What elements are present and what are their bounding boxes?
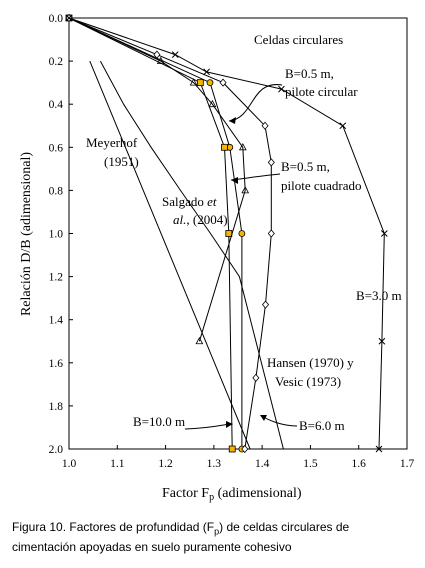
series-4-line (68, 17, 246, 342)
annotation-hansen-line1: Hansen (1970) y (267, 355, 354, 370)
x-tick-label: 1.6 (352, 458, 367, 470)
x-tick-label: 1.4 (255, 458, 270, 470)
annotation-b05-circular-line1: B=0.5 m, (285, 66, 334, 81)
series-6-point (171, 51, 179, 58)
series-4-point (208, 99, 217, 108)
caption-line-2: cimentación apoyadas en suelo puramente … (12, 540, 292, 555)
series-5-point (267, 229, 275, 238)
series-3-point (196, 79, 204, 87)
arrow-heads (226, 117, 267, 428)
series-2-point (238, 230, 246, 237)
series-6-line (68, 17, 385, 450)
y-tick-label: 1.4 (49, 315, 64, 327)
series-6-point (380, 230, 388, 237)
plot-frame (68, 17, 408, 450)
y-tick-label: 0.6 (49, 142, 64, 154)
annotation-meyerhof-line1: Meyerhof (86, 135, 138, 150)
annotation-b10: B=10.0 m (133, 414, 185, 429)
y-tick-label: 1.2 (49, 272, 64, 284)
annotation-celdas-circulares: Celdas circulares (254, 32, 343, 47)
series-5-point (261, 300, 270, 309)
series-4-point (156, 56, 165, 64)
series-3-point (221, 143, 228, 151)
series-4-point (241, 186, 250, 194)
x-tick-label: 1.0 (62, 458, 77, 470)
annotation-meyerhof-line2: (1951) (104, 154, 139, 169)
annotation-b3: B=3.0 m (356, 288, 402, 303)
arrow-b05-circular (228, 84, 283, 122)
y-tick-label: 0.2 (49, 56, 64, 68)
series-1-line (99, 60, 284, 450)
x-tick-label: 1.2 (158, 458, 173, 470)
series-6-point (375, 445, 383, 453)
annotation-b05-circular-line2: pilote circular (285, 84, 358, 99)
series-3-point (228, 445, 236, 453)
series-5-point (267, 158, 275, 167)
series-6-point (339, 122, 347, 130)
y-axis-label: Relación D/B (adimensional) (19, 152, 34, 316)
annotation-hansen-line2: Vesic (1973) (275, 374, 341, 389)
y-tick-label: 2.0 (49, 444, 64, 456)
arrow-b6 (261, 415, 298, 427)
y-tick-label: 0.4 (49, 99, 64, 111)
series-4-point (195, 336, 204, 345)
y-tick-label: 1.8 (49, 401, 64, 413)
x-tick-label: 1.3 (207, 458, 222, 470)
series-5-point (252, 373, 260, 382)
arrow-head-b05-square (231, 177, 238, 184)
series-5-point (241, 444, 249, 454)
series-6-point (203, 68, 210, 76)
series-4-point (238, 142, 247, 151)
y-tick-label: 0.8 (49, 185, 64, 197)
series-2-point (206, 79, 214, 87)
series-3-point (225, 230, 233, 237)
series-5-point (153, 50, 161, 59)
series-6-point (378, 337, 386, 345)
y-tick-label: 0.0 (49, 13, 64, 25)
arrow-head-b6 (260, 415, 267, 421)
arrow-head-b10 (226, 421, 233, 428)
series-6-point (278, 85, 285, 93)
arrow-head-b05-circular (229, 117, 236, 124)
series-0-line (89, 60, 251, 450)
series-2-line (68, 17, 243, 449)
figure-caption: Figura 10. Factores de profundidad (Fp) … (12, 519, 417, 555)
annotation-salgado-line1: Salgado et (162, 194, 217, 209)
series-5-point (261, 121, 269, 130)
x-tick-label: 1.7 (400, 458, 415, 470)
annotation-salgado-line2: al., (2004) (173, 212, 228, 227)
x-axis-label: Factor Fp (adimensional) (162, 486, 302, 503)
annotation-b6: B=6.0 m (299, 418, 345, 433)
plot-area: 1.0 1.1 1.2 1.3 1.4 1.5 1.6 1.7 0.0 0.2 0.4 0.6 0.8 1… (49, 13, 415, 470)
y-tick-label: 1.0 (49, 229, 64, 241)
figure-chart: 1.0 1.1 1.2 1.3 1.4 1.5 1.6 1.7 0.0 0.2 0.4 0.6 0.8 1… (19, 13, 415, 503)
series-5-point (219, 78, 227, 87)
arrow-b05-square (230, 173, 281, 181)
y-tick-label: 1.6 (49, 358, 64, 370)
x-tick-label: 1.1 (110, 458, 125, 470)
series-4-point (189, 78, 198, 86)
series-6-point (65, 14, 73, 22)
annotation-b05-square-line1: B=0.5 m, (281, 159, 330, 174)
x-tick-label: 1.5 (303, 458, 318, 470)
caption-line-1: Figura 10. Factores de profundidad (Fp) … (12, 520, 350, 537)
annotation-b05-square-line2: pilote cuadrado (281, 178, 362, 193)
arrow-b10 (184, 423, 233, 430)
